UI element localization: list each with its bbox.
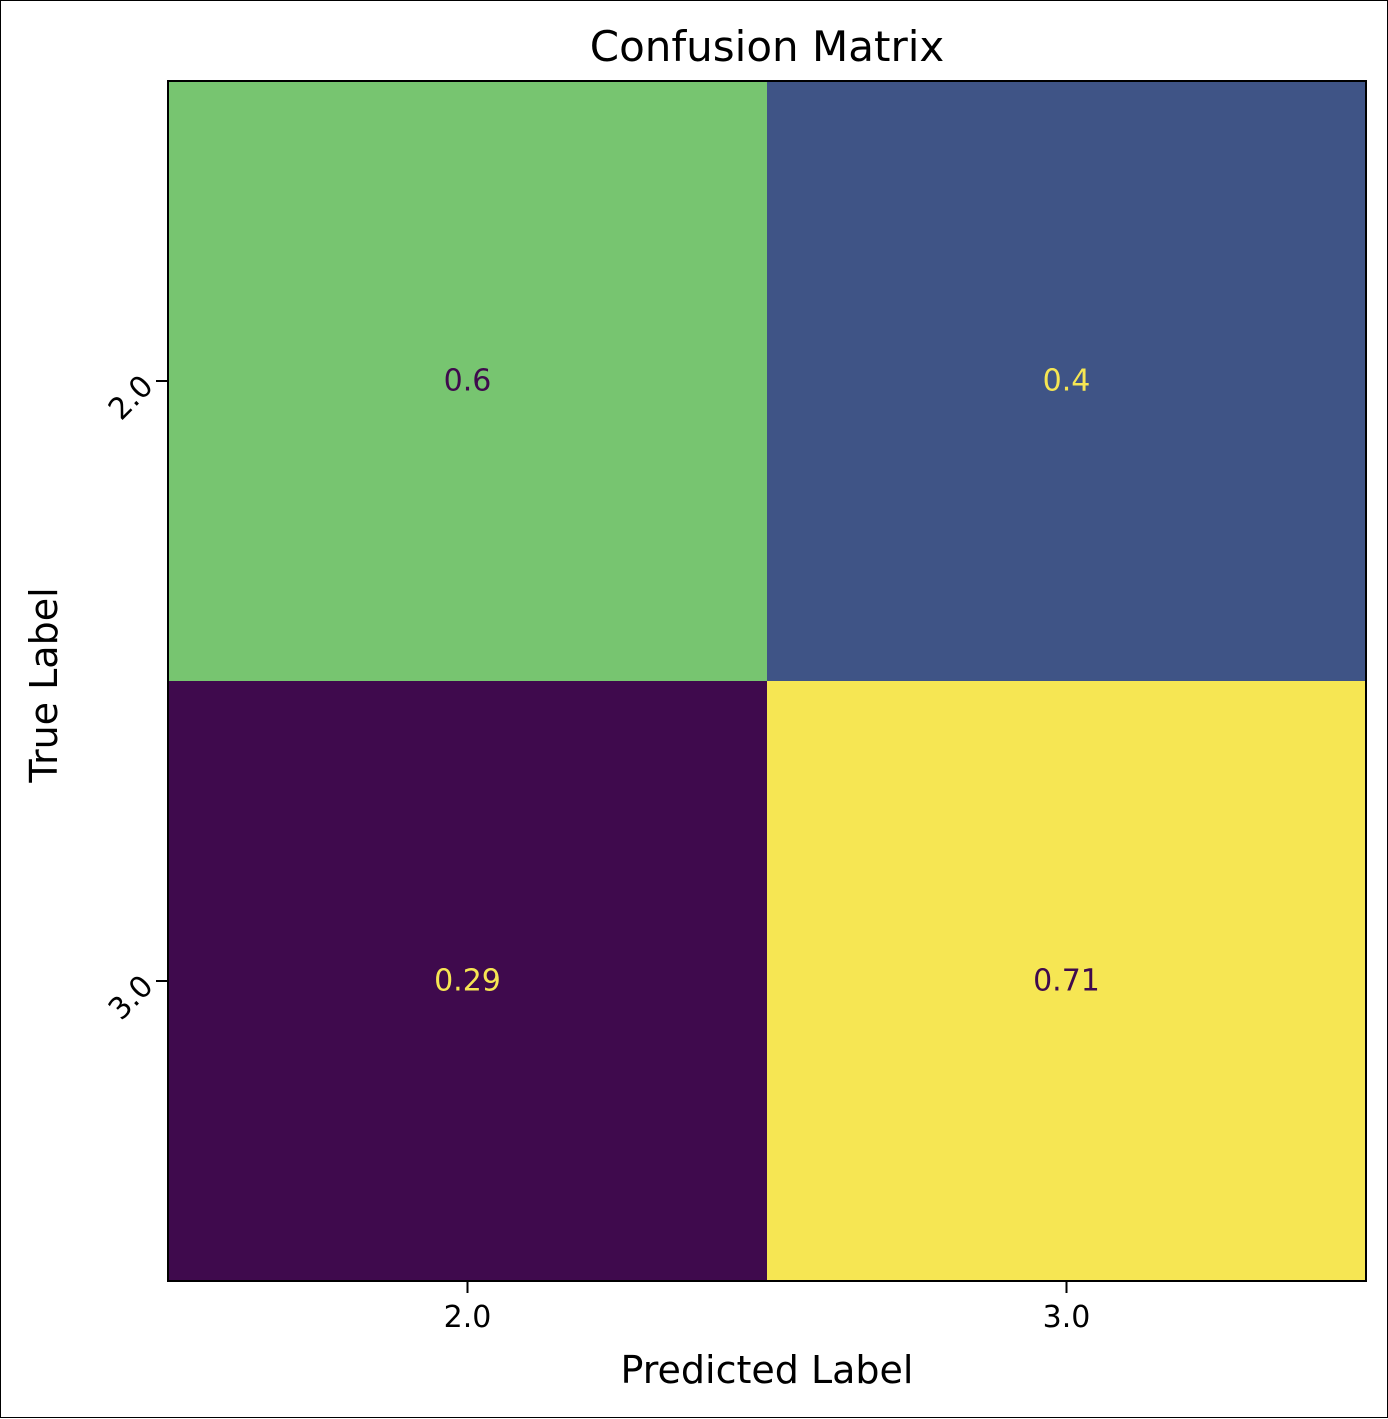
heatmap-cell-r0-c0 <box>168 81 767 681</box>
heatmap-cells: 0.6 0.4 0.29 0.71 <box>168 81 1366 1281</box>
cell-value-label-r1-c1: 0.71 <box>1033 964 1100 999</box>
cell-value-label-r1-c0: 0.29 <box>434 964 501 999</box>
x-axis-ticks: 2.0 3.0 <box>444 1281 1091 1335</box>
x-tick-label: 3.0 <box>1043 1300 1091 1335</box>
y-tick-label: 2.0 <box>102 369 160 427</box>
plot-border <box>167 80 1367 1282</box>
chart-title: Confusion Matrix <box>590 22 945 71</box>
x-axis-label: Predicted Label <box>621 1348 914 1392</box>
heatmap-cell-r1-c0 <box>168 681 767 1281</box>
heatmap-cell-r1-c1 <box>767 681 1366 1281</box>
y-axis-ticks: 2.0 3.0 <box>102 369 168 1027</box>
y-tick-label: 3.0 <box>102 969 160 1027</box>
x-tick-label: 2.0 <box>444 1300 492 1335</box>
cell-value-label-r0-c0: 0.6 <box>444 364 492 399</box>
y-axis-label: True Label <box>22 587 66 783</box>
cell-value-label-r0-c1: 0.4 <box>1043 364 1091 399</box>
heatmap-cell-r0-c1 <box>767 81 1366 681</box>
